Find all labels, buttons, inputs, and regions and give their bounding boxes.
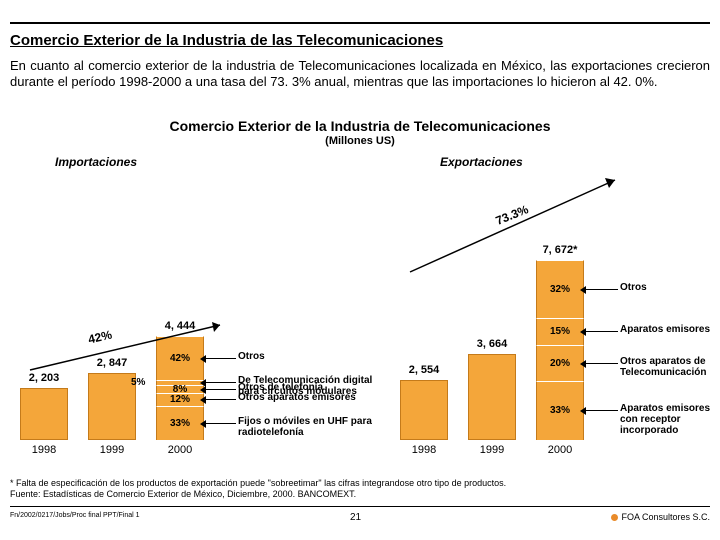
seg-label: 32% [550, 284, 570, 295]
bar-segment: 33% [536, 381, 584, 440]
bar: 2, 203 [20, 388, 68, 440]
seg-label: 42% [170, 353, 190, 364]
seg-label: 12% [170, 394, 190, 405]
seg-label: 15% [550, 326, 570, 337]
bar: 3, 664 [468, 354, 516, 440]
bar-body [468, 354, 516, 440]
annotation-arrow [206, 423, 236, 424]
bar-segment: 8% [156, 385, 204, 393]
annotation-text: Fijos o móviles en UHF para radiotelefon… [238, 416, 383, 438]
annotation-arrow [586, 331, 618, 332]
top-rule [10, 22, 710, 24]
year-label: 1999 [88, 444, 136, 456]
annotation-text: Otros de telefonía [238, 382, 383, 393]
chart-subtitle: (Millones US) [0, 135, 720, 147]
annotation-text: Otros aparatos emisores [238, 392, 383, 403]
footer-left: Fn/2002/0217/Jobs/Proc final PPT/Final 1 [10, 512, 140, 519]
bar-body [88, 373, 136, 440]
annotation-text: Otros aparatos de Telecomunicación [620, 356, 715, 378]
year-label: 1999 [468, 444, 516, 456]
year-label: 1998 [400, 444, 448, 456]
bar-segment: 15% [536, 318, 584, 345]
footnote: * Falta de especificación de los product… [10, 478, 710, 500]
bar-body [400, 380, 448, 440]
footer-right: FOA Consultores S.C. [611, 512, 710, 522]
annotation-arrow [206, 389, 236, 390]
bar-value: 7, 672* [536, 244, 584, 256]
bar: 4, 44442%5%8%12%33% [156, 336, 204, 440]
seg-label: 33% [170, 418, 190, 429]
annotation-text: Aparatos emisores [620, 324, 715, 335]
seg-label-out: 5% [131, 377, 145, 388]
bar-value: 2, 203 [20, 372, 68, 384]
annotation-arrow [586, 363, 618, 364]
bar-value: 4, 444 [156, 320, 204, 332]
annotation-text: Aparatos emisores con receptor incorpora… [620, 403, 715, 436]
year-label: 1998 [20, 444, 68, 456]
chart-title: Comercio Exterior de la Industria de Tel… [0, 118, 720, 134]
import-chart: 2, 203 2, 847 4, 444 42% 5% 8%12% 33% [20, 250, 230, 440]
brand-text: FOA Consultores S.C. [621, 512, 710, 522]
import-subtitle: Importaciones [55, 155, 137, 169]
year-label: 2000 [156, 444, 204, 456]
bar-segment: 20% [536, 345, 584, 381]
bar-value: 2, 554 [400, 364, 448, 376]
export-growth-label: 73.3% [494, 202, 531, 228]
seg-label: 20% [550, 358, 570, 369]
page-number: 21 [350, 512, 361, 523]
bar: 2, 554 [400, 380, 448, 440]
export-chart: 2, 5543, 6647, 672*32%15%20%33% [400, 250, 610, 440]
bar-value: 2, 847 [88, 357, 136, 369]
bar-segment: 12% [156, 393, 204, 405]
page-title: Comercio Exterior de la Industria de las… [10, 32, 443, 49]
annotation-arrow [206, 382, 236, 383]
bar-body [20, 388, 68, 440]
annotation-arrow [206, 399, 236, 400]
bar-segment: 42% [156, 336, 204, 380]
bar-segment: 33% [156, 406, 204, 440]
bar-segment: 32% [536, 260, 584, 318]
bar-value: 3, 664 [468, 338, 516, 350]
brand-dot-icon [611, 514, 618, 521]
annotation-text: Otros [238, 351, 383, 362]
bottom-rule [10, 506, 710, 507]
intro-paragraph: En cuanto al comercio exterior de la ind… [10, 58, 710, 91]
export-subtitle: Exportaciones [440, 155, 523, 169]
bar: 2, 847 [88, 373, 136, 440]
annotation-arrow [586, 289, 618, 290]
annotation-text: Otros [620, 282, 715, 293]
seg-label: 33% [550, 405, 570, 416]
annotation-arrow [586, 410, 618, 411]
bar: 7, 672*32%15%20%33% [536, 260, 584, 440]
annotation-arrow [206, 358, 236, 359]
year-label: 2000 [536, 444, 584, 456]
